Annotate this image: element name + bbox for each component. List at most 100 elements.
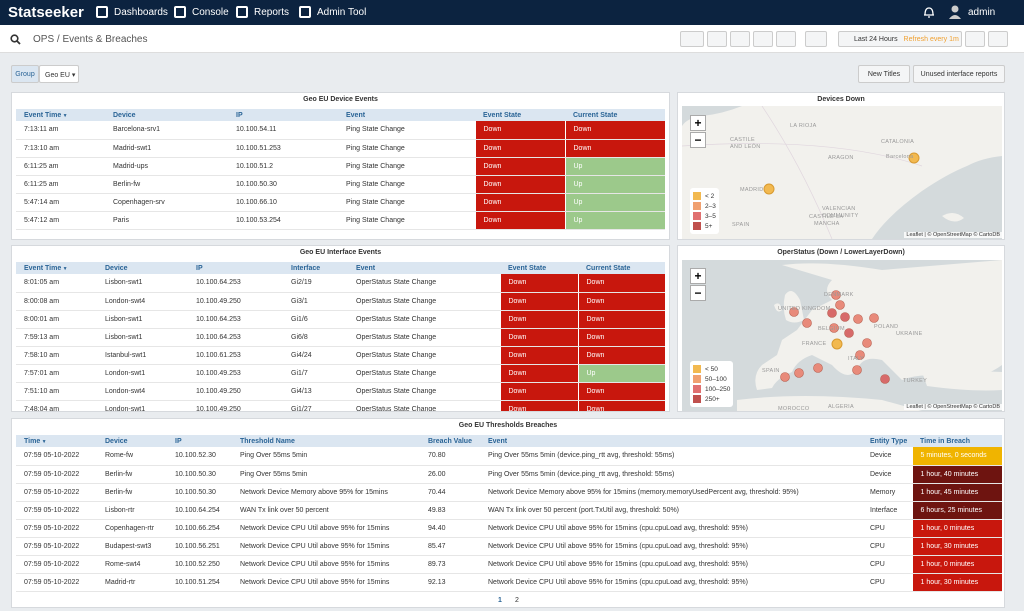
column-header[interactable]: Event Time [16,262,97,274]
table-cell: 1 hour, 30 minutes [911,573,1002,592]
tv-button[interactable] [805,31,827,47]
nav-item[interactable]: Admin Tool [317,7,367,18]
time-range-button[interactable]: Last 24 Hours Refresh every 1m [838,31,962,47]
unused-reports-button[interactable]: Unused interface reports [913,65,1005,83]
zoom-button[interactable]: + [690,268,706,284]
table-cell: 1 hour, 0 minutes [911,519,1002,538]
search-icon[interactable] [10,34,21,45]
column-header[interactable]: Device [97,435,167,447]
column-header[interactable]: Event State [475,109,565,121]
table-row[interactable]: 7:48:04 am London-swt1 10.100.49.250 Gi1/27… [16,400,665,411]
legend-label: 3–5 [705,212,716,220]
chart-button[interactable] [680,31,704,47]
user-name[interactable]: admin [968,7,996,18]
table-row[interactable]: 8:01:05 am Lisbon-swt1 10.100.64.253 Gi2/19… [16,274,665,293]
column-header[interactable]: Entity Type [862,435,912,447]
table-row[interactable]: 7:59:13 am Lisbon-swt1 10.100.64.253 Gi6/8 O… [16,328,665,347]
table-row[interactable]: 7:57:01 am London-swt1 10.100.49.253 Gi1/7 O… [16,364,665,383]
table-row[interactable]: 07:59 05-10-2022 Madrid-rtr 10.100.51.254 N… [16,573,1002,592]
panel-title: Geo EU Device Events [303,96,378,103]
table-cell: 10.100.64.253 [188,310,283,329]
table-cell: Gi4/24 [283,346,348,365]
column-header[interactable]: IP [228,109,338,121]
table-cell: OperStatus State Change [348,328,500,347]
table-cell: 10.100.50.30 [228,175,338,194]
table-cell: 1 hour, 45 minutes [911,483,1002,502]
column-header[interactable]: Current State [565,109,665,121]
map-attribution: Leaflet | © OpenStreetMap © CartoDB [904,232,1002,238]
table-cell: London-swt1 [97,400,188,411]
table-row[interactable]: 8:00:08 am London-swt4 10.100.49.250 Gi3/1 O… [16,292,665,311]
table-row[interactable]: 07:59 05-10-2022 Berlin-fw 10.100.50.30 Pin… [16,465,1002,484]
table-cell: Lisbon-swt1 [97,328,188,347]
column-header[interactable]: Event State [500,262,578,274]
user-icon[interactable] [948,4,962,20]
table-row[interactable]: 5:47:14 am Copenhagen-srv 10.100.66.10 Ping… [16,193,665,212]
nav-item[interactable]: Dashboards [114,7,168,18]
column-header[interactable]: Event [480,435,862,447]
legend-row: < 2 [693,191,716,201]
table-row[interactable]: 6:11:25 am Madrid-ups 10.100.51.2 Ping Stat… [16,157,665,176]
table-cell: Down [499,274,578,293]
column-header[interactable]: Current State [578,262,665,274]
table-row[interactable]: 07:59 05-10-2022 Rome-swt4 10.100.52.250 Ne… [16,555,1002,574]
zoom-button[interactable] [965,31,985,47]
table-cell: 10.100.51.2 [228,157,338,176]
column-header[interactable]: Event [338,109,475,121]
table-cell: Ping State Change [338,193,475,212]
zoom-button[interactable]: + [690,115,706,131]
nav-item[interactable]: Reports [254,7,290,18]
star-button[interactable] [707,31,727,47]
nav-icon [96,6,108,18]
table-cell: Down [474,139,565,158]
save-button[interactable] [753,31,773,47]
column-header[interactable]: Time [16,435,97,447]
column-header[interactable]: IP [188,262,283,274]
settings-button[interactable] [776,31,796,47]
map[interactable] [682,260,1002,411]
table-row[interactable]: 07:59 05-10-2022 Copenhagen-rtr 10.100.66.… [16,519,1002,538]
column-header[interactable]: Device [105,109,228,121]
new-titles-button[interactable]: New Titles [858,65,910,83]
column-header[interactable]: Time in Breach [912,435,1002,447]
table-row[interactable]: 7:51:10 am London-swt4 10.100.49.250 Gi4/13… [16,382,665,401]
bell-icon[interactable] [922,5,936,19]
map[interactable] [682,106,1002,239]
column-header[interactable]: Event Time [16,109,105,121]
table-cell: Ping State Change [338,121,475,140]
table-cell: 5 minutes, 0 seconds [911,447,1002,466]
map-label: ALGERIA [828,404,854,410]
table-row[interactable]: 7:13:10 am Madrid-swt1 10.100.51.253 Ping S… [16,139,665,158]
table-cell: 10.100.49.250 [188,292,283,311]
brand[interactable]: Statseeker [8,4,84,21]
zoom-button[interactable]: − [690,132,706,148]
table-row[interactable]: 7:13:11 am Barcelona-srv1 10.100.54.11 Ping… [16,121,665,140]
column-header[interactable]: Interface [283,262,348,274]
share-button[interactable] [730,31,750,47]
reload-button[interactable] [988,31,1008,47]
table-row[interactable]: 07:59 05-10-2022 Lisbon-rtr 10.100.64.254 W… [16,501,1002,520]
nav-item[interactable]: Console [192,7,229,18]
column-header[interactable]: Event [348,262,500,274]
table-row[interactable]: 5:47:12 am Paris 10.100.53.254 Ping State C… [16,211,665,230]
table-cell: 10.100.64.254 [167,501,232,520]
breadcrumb[interactable]: OPS / Events & Breaches [33,34,148,45]
group-select[interactable]: Geo EU ▾ [39,65,79,83]
page-link[interactable]: 1 [498,597,502,604]
column-header[interactable]: Device [97,262,188,274]
table-row[interactable]: 8:00:01 am Lisbon-swt1 10.100.64.253 Gi1/6 O… [16,310,665,329]
table-row[interactable]: 07:59 05-10-2022 Budapest-swt3 10.100.56.2… [16,537,1002,556]
column-header[interactable]: Breach Value [420,435,480,447]
column-header[interactable]: IP [167,435,232,447]
table-cell: Network Device CPU Util above 95% for 15… [480,537,862,556]
table-row[interactable]: 07:59 05-10-2022 Berlin-fw 10.100.50.30 Net… [16,483,1002,502]
table-row[interactable]: 6:11:25 am Berlin-fw 10.100.50.30 Ping Stat… [16,175,665,194]
page-link[interactable]: 2 [515,597,519,604]
column-header[interactable]: Threshold Name [232,435,420,447]
zoom-button[interactable]: − [690,285,706,301]
table-row[interactable]: 07:59 05-10-2022 Rome-fw 10.100.52.30 Ping … [16,447,1002,466]
table-row[interactable]: 7:58:10 am Istanbul-swt1 10.100.61.253 Gi4/… [16,346,665,365]
map-label: COMMUNITY [822,213,859,219]
table-cell: Down [474,121,565,140]
